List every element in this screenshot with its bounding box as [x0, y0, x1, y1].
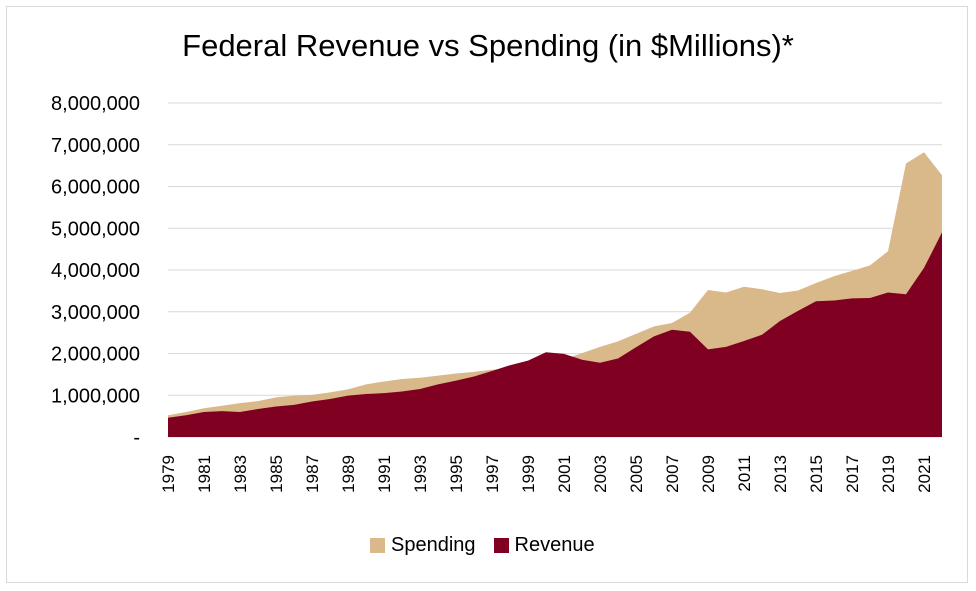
x-tick-label: 2003: [591, 455, 610, 493]
area-revenue: [168, 232, 942, 437]
x-tick-label: 1999: [519, 455, 538, 493]
y-tick-label: 8,000,000: [51, 93, 140, 115]
y-tick-label: 6,000,000: [51, 177, 140, 199]
x-tick-label: 1997: [483, 455, 502, 493]
y-tick-label: 3,000,000: [51, 302, 140, 324]
legend: Spending Revenue: [370, 534, 595, 557]
legend-swatch-spending: [370, 538, 385, 553]
y-tick-label: 5,000,000: [51, 218, 140, 240]
legend-label-revenue: Revenue: [514, 534, 595, 556]
legend-swatch-revenue: [493, 538, 509, 553]
x-tick-label: 1995: [447, 455, 466, 493]
y-axis-ticks: - 1,000,000 2,000,000 3,000,000 4,000,000 5,0…: [51, 93, 140, 449]
x-tick-label: 1991: [375, 455, 394, 493]
chart-title: Federal Revenue vs Spending (in $Million…: [182, 28, 794, 63]
x-tick-label: 2011: [735, 455, 754, 492]
y-tick-label: 1,000,000: [51, 385, 140, 407]
legend-item-revenue: Revenue: [493, 534, 595, 557]
x-tick-label: 2007: [663, 455, 682, 493]
x-tick-label: 1981: [195, 455, 214, 493]
x-tick-label: 2001: [555, 455, 574, 493]
x-tick-label: 2017: [843, 455, 862, 493]
x-tick-label: 2021: [915, 455, 934, 493]
x-tick-label: 2015: [807, 455, 826, 493]
x-tick-label: 1983: [231, 455, 250, 493]
x-tick-label: 1993: [411, 455, 430, 493]
x-tick-label: 2005: [627, 455, 646, 493]
legend-item-spending: Spending: [370, 534, 476, 557]
x-tick-label: 2013: [771, 455, 790, 493]
y-tick-label: 7,000,000: [51, 135, 140, 157]
x-axis-ticks: 1979 1981 1983 1985 1987 1989 1991 1993 1995 1997…: [159, 455, 934, 493]
x-tick-label: 2019: [879, 455, 898, 493]
legend-label-spending: Spending: [391, 534, 476, 556]
y-tick-label: -: [133, 427, 140, 449]
data-areas: [168, 152, 942, 437]
x-tick-label: 1989: [339, 455, 358, 493]
y-tick-label: 2,000,000: [51, 344, 140, 366]
y-tick-label: 4,000,000: [51, 260, 140, 282]
x-tick-label: 2009: [699, 455, 718, 493]
x-tick-label: 1979: [159, 455, 178, 493]
x-tick-label: 1985: [267, 455, 286, 493]
x-tick-label: 1987: [303, 455, 322, 493]
